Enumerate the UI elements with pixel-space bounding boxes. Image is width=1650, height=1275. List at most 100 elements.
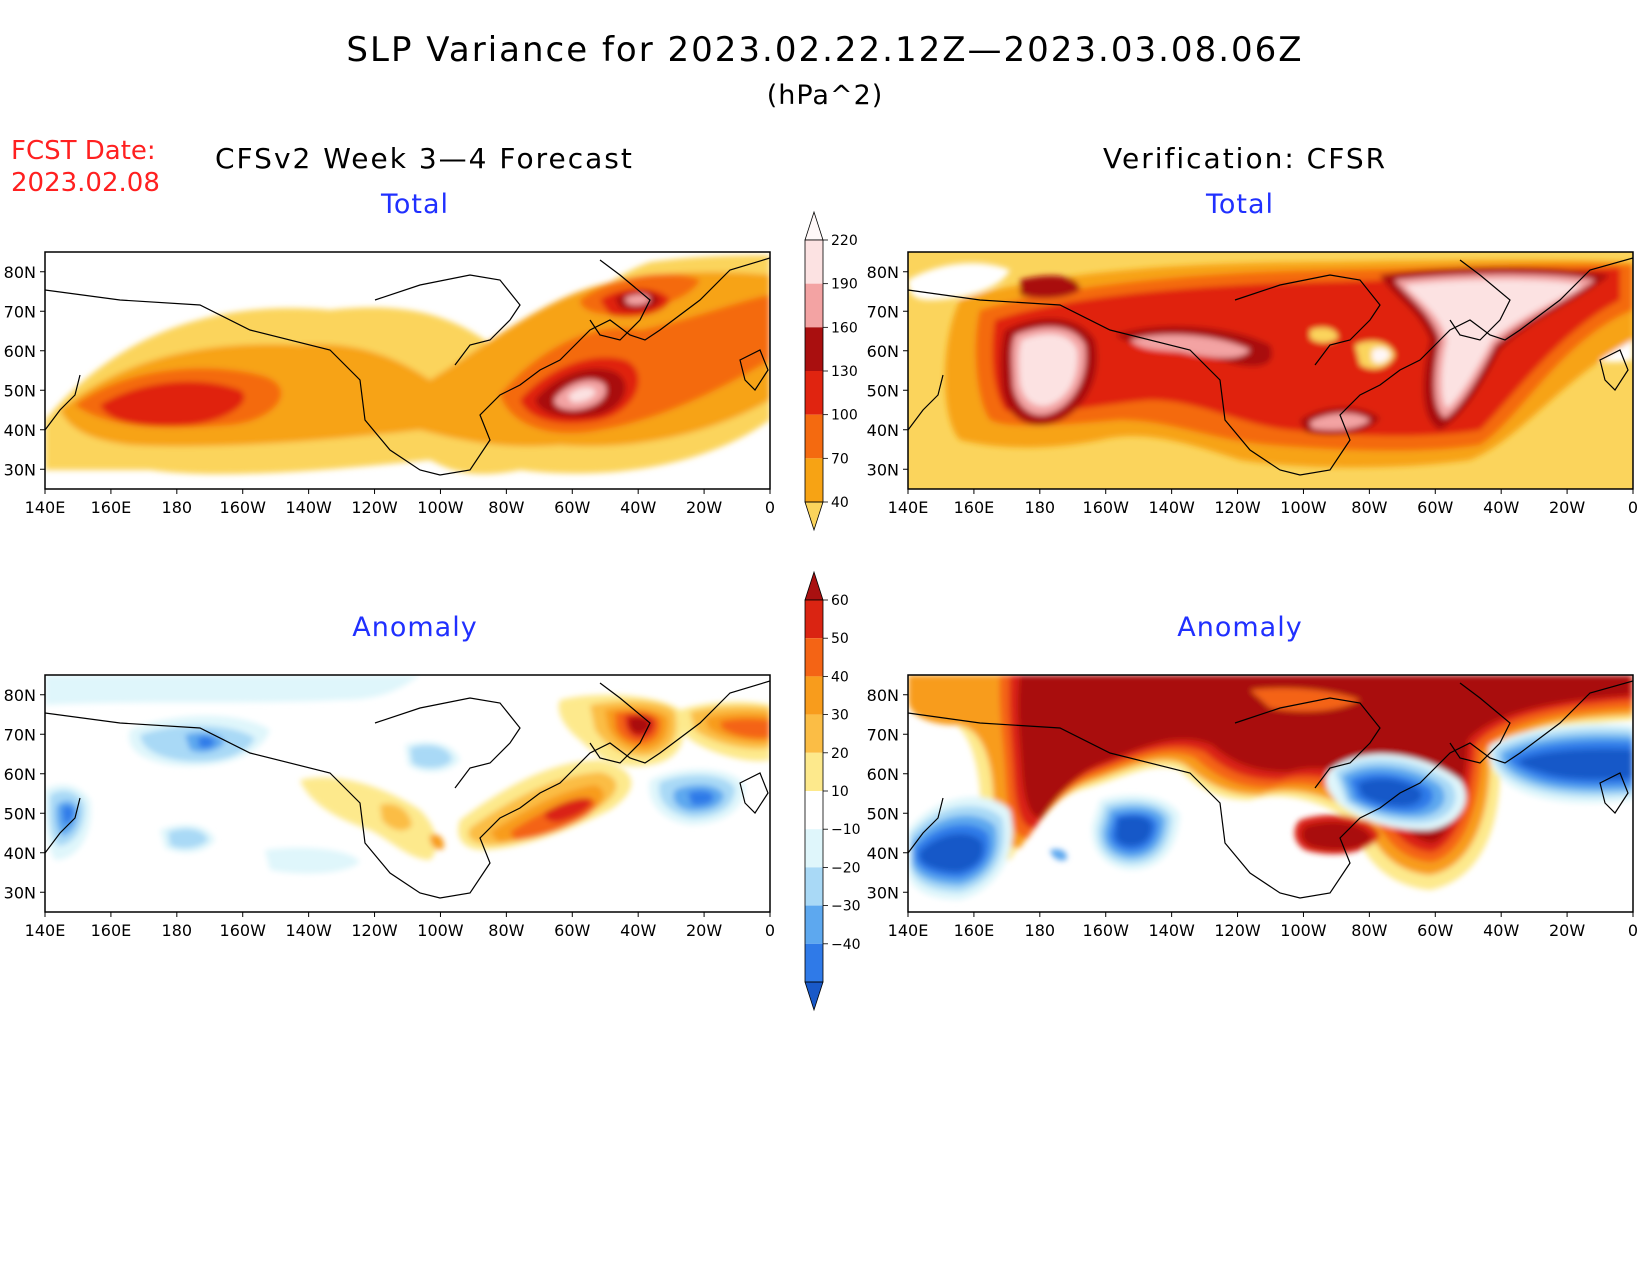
colorbar-tick-label: 50 bbox=[831, 631, 849, 647]
lat-tick-label: 60N bbox=[4, 342, 36, 361]
lon-tick-label: 180 bbox=[1025, 498, 1056, 517]
lat-tick-label: 40N bbox=[867, 844, 899, 863]
colorbar-tick-label: 40 bbox=[831, 669, 849, 685]
lon-tick-label: 140E bbox=[888, 498, 929, 517]
lon-tick-label: 160E bbox=[91, 498, 132, 517]
lat-tick-label: 40N bbox=[4, 421, 36, 440]
lat-tick-label: 70N bbox=[4, 725, 36, 744]
colorbar-segment bbox=[805, 240, 823, 284]
lon-tick-label: 140W bbox=[285, 921, 332, 940]
lat-tick-label: 70N bbox=[867, 725, 899, 744]
fcst-date-value: 2023.02.08 bbox=[11, 168, 160, 198]
lat-tick-label: 70N bbox=[4, 302, 36, 321]
lat-tick-label: 80N bbox=[867, 263, 899, 282]
colorbar-tip-bottom bbox=[804, 981, 824, 1012]
frame-forecast-total bbox=[44, 251, 771, 490]
lat-tick-label: 30N bbox=[4, 460, 36, 479]
lon-tick-label: 160W bbox=[220, 498, 267, 517]
lon-tick-label: 100W bbox=[1280, 921, 1327, 940]
map-panel-verification-total bbox=[908, 252, 1633, 489]
colorbar-anomaly: 60 50 40 30 20 10 −10 −20 −30 −40 bbox=[804, 570, 861, 1012]
lat-tick-label: 30N bbox=[4, 883, 36, 902]
lon-tick-label: 140E bbox=[888, 921, 929, 940]
panel-title-verification-total: Total bbox=[1205, 189, 1275, 220]
lon-tick-label: 60W bbox=[1417, 498, 1453, 517]
lon-tick-label: 120W bbox=[1214, 921, 1261, 940]
colorbar-tip-top bbox=[804, 570, 824, 601]
lat-tick-label: 60N bbox=[867, 342, 899, 361]
lat-tick-label: 40N bbox=[867, 421, 899, 440]
lon-tick-label: 120W bbox=[351, 498, 398, 517]
lon-tick-label: 60W bbox=[554, 921, 590, 940]
lon-tick-label: 0 bbox=[765, 498, 775, 517]
lat-tick-label: 30N bbox=[867, 460, 899, 479]
lon-tick-label: 0 bbox=[765, 921, 775, 940]
colorbar-segment bbox=[805, 752, 823, 791]
lon-tick-label: 40W bbox=[1483, 921, 1519, 940]
colorbar-tick-label: −30 bbox=[831, 899, 861, 915]
colorbar-segment bbox=[805, 676, 823, 715]
lon-tick-label: 80W bbox=[488, 921, 524, 940]
lon-tick-label: 180 bbox=[162, 921, 193, 940]
colorbar-tip-bottom bbox=[804, 501, 824, 532]
colorbar-segment bbox=[805, 943, 823, 982]
colorbar-tick-label: 20 bbox=[831, 746, 849, 762]
lon-tick-label: 20W bbox=[686, 498, 722, 517]
colorbar-tick-label: 130 bbox=[831, 364, 858, 380]
frame-forecast-anomaly bbox=[44, 674, 771, 913]
colorbar-tick-label: 160 bbox=[831, 320, 858, 336]
colorbar-segment bbox=[805, 638, 823, 677]
lon-tick-label: 140E bbox=[25, 921, 66, 940]
lon-tick-label: 160W bbox=[1083, 498, 1130, 517]
lat-tick-label: 60N bbox=[867, 765, 899, 784]
colorbar-tick-label: −20 bbox=[831, 860, 861, 876]
colorbar-segment bbox=[805, 371, 823, 415]
colorbar-tip-top bbox=[804, 210, 824, 241]
panel-title-verification-anomaly: Anomaly bbox=[1177, 612, 1303, 643]
panel-title-forecast-anomaly: Anomaly bbox=[352, 612, 478, 643]
colorbar-tick-label: 220 bbox=[831, 233, 858, 249]
forecast-column-header: CFSv2 Week 3—4 Forecast bbox=[215, 142, 634, 175]
colorbar-segment bbox=[805, 905, 823, 944]
colorbar-tick-label: 10 bbox=[831, 784, 849, 800]
colorbar-segment bbox=[805, 283, 823, 328]
colorbar-tick-label: −40 bbox=[831, 937, 861, 953]
colorbar-segment bbox=[805, 714, 823, 753]
colorbar-tick-label: −10 bbox=[831, 822, 861, 838]
colorbar-tick-label: 60 bbox=[831, 593, 849, 609]
lat-tick-label: 40N bbox=[4, 844, 36, 863]
lon-tick-label: 40W bbox=[1483, 498, 1519, 517]
fcst-date-label: FCST Date: bbox=[11, 136, 156, 166]
units-label: (hPa^2) bbox=[766, 80, 884, 111]
lon-tick-label: 160E bbox=[954, 498, 995, 517]
lon-tick-label: 140W bbox=[1148, 921, 1195, 940]
lon-tick-label: 160E bbox=[91, 921, 132, 940]
lat-tick-label: 50N bbox=[867, 381, 899, 400]
lat-tick-label: 80N bbox=[4, 686, 36, 705]
lon-tick-label: 40W bbox=[620, 921, 656, 940]
lon-tick-label: 160W bbox=[220, 921, 267, 940]
lon-tick-label: 80W bbox=[488, 498, 524, 517]
lon-tick-label: 20W bbox=[1549, 498, 1585, 517]
colorbar-segment bbox=[805, 600, 823, 639]
lon-tick-label: 180 bbox=[162, 498, 193, 517]
lon-tick-label: 100W bbox=[1280, 498, 1327, 517]
lon-tick-label: 120W bbox=[351, 921, 398, 940]
colorbar-tick-label: 190 bbox=[831, 277, 858, 293]
panel-title-forecast-total: Total bbox=[380, 189, 450, 220]
lon-tick-label: 160W bbox=[1083, 921, 1130, 940]
lat-tick-label: 50N bbox=[4, 804, 36, 823]
coastline-overlay bbox=[45, 257, 1633, 899]
colorbar-segment bbox=[805, 829, 823, 868]
lon-tick-label: 20W bbox=[686, 921, 722, 940]
lat-tick-label: 50N bbox=[4, 381, 36, 400]
lat-tick-label: 60N bbox=[4, 765, 36, 784]
lon-tick-label: 100W bbox=[417, 498, 464, 517]
lat-tick-label: 30N bbox=[867, 883, 899, 902]
colorbar-segment bbox=[805, 867, 823, 906]
colorbar-segment bbox=[805, 791, 823, 830]
colorbar-total: 220 190 160 130 100 70 40 bbox=[804, 210, 858, 532]
main-title: SLP Variance for 2023.02.22.12Z—2023.03.… bbox=[346, 30, 1304, 70]
frame-verification-anomaly bbox=[907, 674, 1634, 913]
lat-tick-label: 80N bbox=[4, 263, 36, 282]
